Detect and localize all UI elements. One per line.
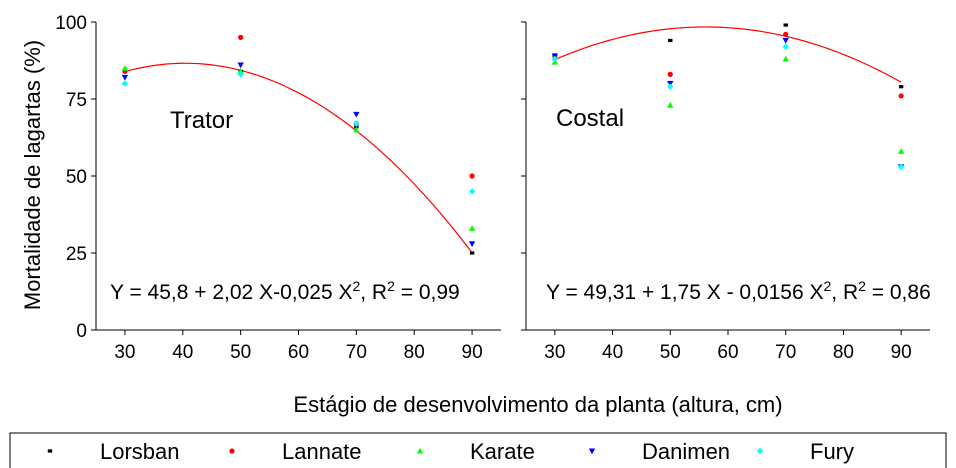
legend-marker-lorsban <box>47 449 53 453</box>
data-point-karate <box>353 126 360 133</box>
x-tick-label: 70 <box>775 342 796 363</box>
data-point-danimen <box>353 111 360 118</box>
x-tick-label: 60 <box>288 342 309 363</box>
x-tick-label: 80 <box>833 342 854 363</box>
data-point-fury <box>121 80 129 87</box>
data-point-fury <box>551 55 559 63</box>
legend-marker-karate <box>416 447 424 454</box>
data-point-lannate <box>783 31 789 37</box>
legend: Lorsban Lannate Karate Danimen Fury <box>9 432 947 468</box>
data-point-karate <box>121 65 129 71</box>
legend-label-lorsban: Lorsban <box>100 439 180 464</box>
y-tick-label: 50 <box>66 167 87 188</box>
data-point-fury <box>782 43 789 50</box>
legend-label-lannate: Lannate <box>282 439 362 464</box>
x-tick-label: 40 <box>602 342 623 363</box>
x-tick-label: 40 <box>172 342 193 363</box>
x-tick-label: 60 <box>717 342 738 363</box>
data-point-karate <box>468 225 476 231</box>
data-point-lorsban <box>668 38 673 43</box>
y-tick-label: 100 <box>55 13 87 34</box>
data-point-lorsban <box>469 251 475 255</box>
legend-marker-lannate <box>229 448 235 454</box>
x-axis-label: Estágio de desenvolvimento da planta (al… <box>293 392 782 417</box>
x-tick-label: 70 <box>346 342 367 363</box>
y-axis-label: Mortalidade de lagartas (%) <box>20 40 45 310</box>
x-tick-label: 50 <box>660 342 681 363</box>
panel-trator: 0 25 50 75 100 30 40 50 60 70 80 90 Trator Y = 45,… <box>55 13 501 363</box>
data-point-fury <box>667 83 674 90</box>
x-tick-label: 80 <box>404 342 425 363</box>
legend-marker-fury <box>756 447 764 455</box>
data-point-danimen <box>782 37 789 44</box>
panel-costal: 30 40 50 60 70 80 90 Costal Y = 49,31 + 1,75 X… <box>521 21 931 363</box>
fit-curve <box>554 26 902 83</box>
fit-curve <box>124 62 473 254</box>
legend-box <box>9 432 947 468</box>
data-point-danimen <box>468 241 476 247</box>
y-tick-label: 0 <box>76 321 87 342</box>
data-point-fury <box>237 71 244 78</box>
data-point-karate <box>237 68 244 74</box>
data-point-lannate <box>667 71 673 77</box>
equation-trator: Y = 45,8 + 2,02 X-0,025 X2, R2 = 0,99 <box>110 278 460 304</box>
equation-costal: Y = 49,31 + 1,75 X - 0,0156 X2, R2 = 0,8… <box>546 278 931 304</box>
legend-marker-danimen <box>588 448 596 455</box>
data-point-danimen <box>237 62 244 69</box>
x-tick-label: 30 <box>114 342 135 363</box>
data-point-lannate <box>469 173 475 179</box>
x-tick-label: 90 <box>891 342 912 363</box>
panel-label-costal: Costal <box>556 105 624 132</box>
legend-label-danimen: Danimen <box>642 439 730 464</box>
data-point-fury <box>468 188 476 195</box>
data-point-lorsban <box>898 85 904 89</box>
x-tick-label: 90 <box>462 342 483 363</box>
data-point-karate <box>667 101 674 108</box>
data-point-karate <box>897 148 905 154</box>
legend-label-fury: Fury <box>810 439 854 464</box>
data-point-danimen <box>121 74 129 81</box>
y-tick-label: 75 <box>66 90 87 111</box>
legend-label-karate: Karate <box>470 439 535 464</box>
data-point-lannate <box>238 34 244 41</box>
data-point-lorsban <box>783 23 788 27</box>
x-tick-label: 30 <box>544 342 565 363</box>
data-point-karate <box>782 55 789 62</box>
data-point-fury <box>353 120 360 127</box>
data-point-lannate <box>898 93 904 99</box>
data-point-fury <box>897 163 905 170</box>
y-tick-label: 25 <box>66 244 87 265</box>
x-tick-label: 50 <box>230 342 251 363</box>
panel-label-trator: Trator <box>170 107 233 134</box>
